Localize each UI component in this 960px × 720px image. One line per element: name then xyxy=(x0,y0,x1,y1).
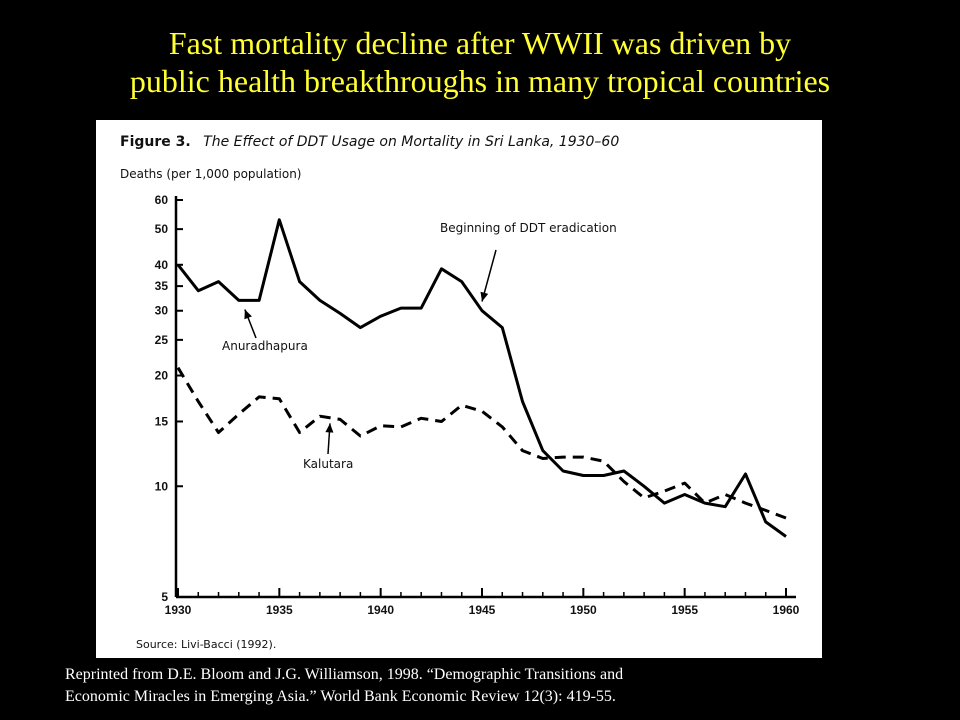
footnote-line-1: Reprinted from D.E. Bloom and J.G. Willi… xyxy=(65,666,624,683)
y-tick-label: 40 xyxy=(155,258,169,272)
annotation-ddt-eradication-arrowhead xyxy=(480,291,489,302)
series-line-kalutara xyxy=(176,366,787,520)
annotation-kalutara-arrowhead xyxy=(325,423,334,433)
figure-panel: Figure 3. The Effect of DDT Usage on Mor… xyxy=(96,120,822,658)
annotations: Beginning of DDT eradication Anuradhapura… xyxy=(222,221,617,471)
source-note: Source: Livi-Bacci (1992). xyxy=(136,638,276,651)
annotation-anuradhapura-arrowhead xyxy=(244,309,252,320)
slide-title: Fast mortality decline after WWII was dr… xyxy=(0,24,960,100)
y-tick-label: 20 xyxy=(155,369,169,383)
series-line-anuradhapura xyxy=(176,218,787,538)
footnote: Reprinted from D.E. Bloom and J.G. Willi… xyxy=(65,664,945,708)
x-tick-label: 1950 xyxy=(570,603,597,617)
figure-label: Figure 3. xyxy=(120,134,191,150)
y-tick-label: 30 xyxy=(155,304,169,318)
annotation-kalutara: Kalutara xyxy=(303,457,353,471)
y-axis-label: Deaths (per 1,000 population) xyxy=(120,167,302,181)
y-tick-label: 60 xyxy=(155,193,169,207)
mortality-chart: Figure 3. The Effect of DDT Usage on Mor… xyxy=(120,134,800,651)
y-tick-label: 25 xyxy=(155,333,169,347)
footnote-line-2: Economic Miracles in Emerging Asia.” Wor… xyxy=(65,688,616,705)
figure-title: Figure 3. The Effect of DDT Usage on Mor… xyxy=(120,134,619,150)
x-tick-label: 1930 xyxy=(165,603,192,617)
x-tick-label: 1960 xyxy=(773,603,800,617)
slide-title-line-1: Fast mortality decline after WWII was dr… xyxy=(168,25,792,61)
y-tick-label: 35 xyxy=(155,279,169,293)
figure-caption: The Effect of DDT Usage on Mortality in … xyxy=(203,134,619,150)
slide-title-line-2: public health breakthroughs in many trop… xyxy=(129,63,831,99)
x-tick-label: 1935 xyxy=(266,603,293,617)
x-tick-label: 1955 xyxy=(671,603,698,617)
y-tick-label: 10 xyxy=(155,479,169,493)
axes: 5 10 15 20 25 30 35 40 50 60 1930 1935 1940 1945 1950 1… xyxy=(155,193,800,617)
annotation-anuradhapura: Anuradhapura xyxy=(222,339,308,353)
series-lines xyxy=(176,218,787,538)
y-tick-label: 50 xyxy=(155,222,169,236)
x-tick-label: 1940 xyxy=(367,603,394,617)
y-tick-label: 5 xyxy=(161,590,168,604)
x-tick-label: 1945 xyxy=(469,603,496,617)
y-tick-label: 15 xyxy=(155,414,169,428)
annotation-ddt-eradication: Beginning of DDT eradication xyxy=(440,221,617,235)
